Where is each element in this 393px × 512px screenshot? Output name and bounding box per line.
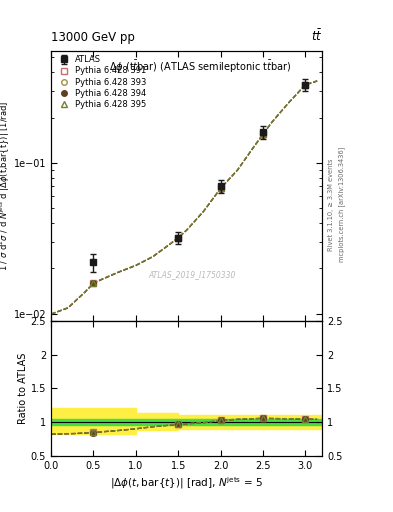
Pythia 6.428 395 <box>303 81 308 88</box>
Y-axis label: Ratio to ATLAS: Ratio to ATLAS <box>18 353 28 424</box>
Pythia 6.428 391 <box>91 280 96 286</box>
Pythia 6.428 393 <box>261 131 265 137</box>
Pythia 6.428 391 <box>261 131 265 137</box>
Pythia 6.428 393 <box>91 280 96 286</box>
Line: Pythia 6.428 393: Pythia 6.428 393 <box>91 82 308 286</box>
Pythia 6.428 395 <box>176 234 180 241</box>
Line: Pythia 6.428 394: Pythia 6.428 394 <box>91 82 308 286</box>
Pythia 6.428 394 <box>303 82 308 88</box>
Pythia 6.428 393 <box>176 234 180 241</box>
Pythia 6.428 393 <box>303 82 308 88</box>
Pythia 6.428 391 <box>218 185 223 191</box>
X-axis label: $|\Delta\phi(t,\mathrm{bar}\{t\})|$ [rad], $N^{\rm jets}$ = 5: $|\Delta\phi(t,\mathrm{bar}\{t\})|$ [rad… <box>110 475 263 490</box>
Pythia 6.428 395 <box>218 185 223 191</box>
Pythia 6.428 394 <box>91 281 96 287</box>
Text: $\Delta\phi$ (t$\bar{t}$bar) (ATLAS semileptonic t$\bar{t}$bar): $\Delta\phi$ (t$\bar{t}$bar) (ATLAS semi… <box>109 59 292 75</box>
Legend: ATLAS, Pythia 6.428 391, Pythia 6.428 393, Pythia 6.428 394, Pythia 6.428 395: ATLAS, Pythia 6.428 391, Pythia 6.428 39… <box>53 54 148 111</box>
Pythia 6.428 391 <box>303 81 308 88</box>
Pythia 6.428 395 <box>261 131 265 137</box>
Line: Pythia 6.428 395: Pythia 6.428 395 <box>91 82 308 286</box>
Y-axis label: 1 / $\sigma$ d$^2\sigma$ / d $N^{jets}$ d |$\Delta\phi$(t,bar{t})| [1/rad]: 1 / $\sigma$ d$^2\sigma$ / d $N^{jets}$ … <box>0 101 12 271</box>
Pythia 6.428 394 <box>261 132 265 138</box>
Text: ATLAS_2019_I1750330: ATLAS_2019_I1750330 <box>149 270 236 280</box>
Pythia 6.428 391 <box>176 234 180 241</box>
Pythia 6.428 394 <box>176 235 180 241</box>
Line: Pythia 6.428 391: Pythia 6.428 391 <box>91 82 308 286</box>
Pythia 6.428 394 <box>218 185 223 191</box>
Text: Rivet 3.1.10, ≥ 3.3M events: Rivet 3.1.10, ≥ 3.3M events <box>328 159 334 251</box>
Pythia 6.428 395 <box>91 280 96 286</box>
Text: $t\bar{t}$: $t\bar{t}$ <box>311 28 322 44</box>
Pythia 6.428 393 <box>218 185 223 191</box>
Text: mcplots.cern.ch [arXiv:1306.3436]: mcplots.cern.ch [arXiv:1306.3436] <box>338 147 345 263</box>
Text: 13000 GeV pp: 13000 GeV pp <box>51 31 135 44</box>
